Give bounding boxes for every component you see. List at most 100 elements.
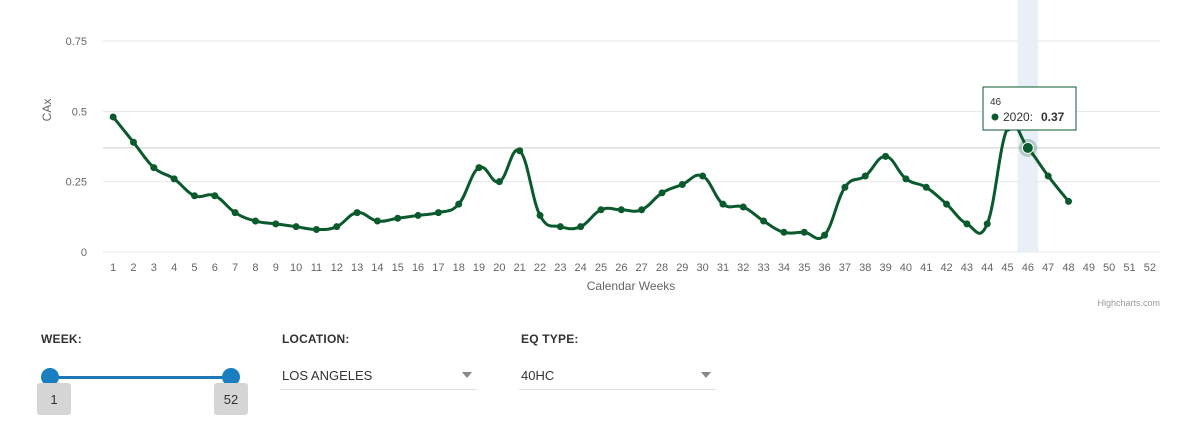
chevron-down-icon <box>701 372 711 378</box>
week-slider-track[interactable] <box>50 376 231 379</box>
y-axis-ticks: 0 0.25 0.5 0.75 <box>66 36 87 259</box>
x-tick-label: 26 <box>615 262 627 274</box>
week-slider-handle-min[interactable] <box>41 368 59 386</box>
data-point <box>719 200 727 208</box>
grid-lines <box>103 40 1160 253</box>
x-tick-label: 52 <box>1144 262 1156 274</box>
x-tick-label: 42 <box>940 262 952 274</box>
x-tick-label: 28 <box>656 262 668 274</box>
x-tick-label: 8 <box>252 262 258 274</box>
data-point <box>414 211 422 219</box>
x-tick-label: 16 <box>412 262 424 274</box>
x-tick-label: 13 <box>351 262 363 274</box>
x-tick-label: 51 <box>1123 262 1135 274</box>
data-point <box>109 113 117 121</box>
data-point <box>373 217 381 225</box>
eq-type-select[interactable]: 40HC <box>519 362 716 390</box>
data-point <box>556 223 564 231</box>
x-tick-label: 41 <box>920 262 932 274</box>
data-point <box>638 206 646 214</box>
data-point <box>190 192 198 200</box>
tooltip-series-marker <box>991 113 999 121</box>
x-tick-label: 23 <box>554 262 566 274</box>
x-tick-label: 44 <box>981 262 993 274</box>
data-point <box>272 220 280 228</box>
x-tick-label: 21 <box>514 262 526 274</box>
x-tick-label: 27 <box>636 262 648 274</box>
y-axis-title: CAx <box>40 99 54 122</box>
x-tick-label: 14 <box>371 262 383 274</box>
data-point <box>1065 197 1073 205</box>
x-tick-label: 10 <box>290 262 302 274</box>
x-tick-label: 1 <box>110 262 116 274</box>
x-tick-label: 22 <box>534 262 546 274</box>
data-point <box>882 152 890 160</box>
x-tick-label: 2 <box>130 262 136 274</box>
location-label: LOCATION: <box>282 332 350 346</box>
data-point <box>434 209 442 217</box>
data-point <box>150 164 158 172</box>
tooltip-value: 0.37 <box>1041 110 1065 124</box>
data-point <box>800 228 808 236</box>
x-tick-label: 29 <box>676 262 688 274</box>
data-point <box>617 206 625 214</box>
x-tick-label: 30 <box>697 262 709 274</box>
tooltip-header: 46 <box>990 97 1002 108</box>
x-tick-label: 15 <box>392 262 404 274</box>
x-tick-label: 7 <box>232 262 238 274</box>
data-point <box>760 217 768 225</box>
tooltip-series-name: 2020: <box>1003 110 1033 124</box>
x-tick-label: 46 <box>1022 262 1034 274</box>
data-point <box>455 200 463 208</box>
x-tick-label: 20 <box>493 262 505 274</box>
data-point <box>333 223 341 231</box>
data-point <box>394 214 402 222</box>
week-slider-handle-max[interactable] <box>222 368 240 386</box>
data-point <box>577 223 585 231</box>
x-tick-label: 17 <box>432 262 444 274</box>
data-point <box>922 183 930 191</box>
data-point <box>861 172 869 180</box>
x-tick-label: 12 <box>331 262 343 274</box>
x-tick-label: 33 <box>758 262 770 274</box>
location-select[interactable]: LOS ANGELES <box>280 362 477 390</box>
data-point <box>902 175 910 183</box>
data-point <box>739 203 747 211</box>
x-tick-label: 36 <box>818 262 830 274</box>
line-chart[interactable]: 00.250.50.75 1 2 3 4 5 6 7 8 9 10 11 12 13 14 15 16 17 18… <box>0 0 1200 320</box>
x-tick-label: 38 <box>859 262 871 274</box>
data-point <box>231 209 239 217</box>
data-point <box>129 138 137 146</box>
x-tick-label: 49 <box>1083 262 1095 274</box>
x-tick-label: 25 <box>595 262 607 274</box>
data-point <box>312 225 320 233</box>
tooltip-box <box>982 86 1077 131</box>
x-tick-label: 24 <box>575 262 587 274</box>
data-point <box>597 206 605 214</box>
y-tick-label: 0.5 <box>72 106 87 118</box>
y-tick-label: 0 <box>81 247 87 259</box>
week-label: WEEK: <box>41 332 82 346</box>
x-tick-label: 19 <box>473 262 485 274</box>
x-tick-label: 9 <box>273 262 279 274</box>
x-axis-ticks: 1 2 3 4 5 6 7 8 9 10 11 12 13 14 15 16 17 18 19 20 21 22 23 24 2… <box>110 262 1156 274</box>
data-point <box>983 220 991 228</box>
data-point <box>678 180 686 188</box>
x-tick-label: 32 <box>737 262 749 274</box>
data-point <box>943 200 951 208</box>
eq-type-label: EQ TYPE: <box>521 332 579 346</box>
location-select-value: LOS ANGELES <box>282 368 373 383</box>
x-tick-label: 43 <box>961 262 973 274</box>
data-point <box>963 220 971 228</box>
data-point <box>658 189 666 197</box>
credits-link[interactable]: Highcharts.com <box>1097 298 1160 308</box>
y-tick-label: 0.75 <box>66 36 87 48</box>
x-tick-label: 40 <box>900 262 912 274</box>
x-tick-label: 45 <box>1001 262 1013 274</box>
x-tick-label: 31 <box>717 262 729 274</box>
data-point <box>821 231 829 239</box>
data-point <box>699 172 707 180</box>
data-point <box>251 217 259 225</box>
x-tick-label: 3 <box>151 262 157 274</box>
eq-type-select-value: 40HC <box>521 368 555 383</box>
